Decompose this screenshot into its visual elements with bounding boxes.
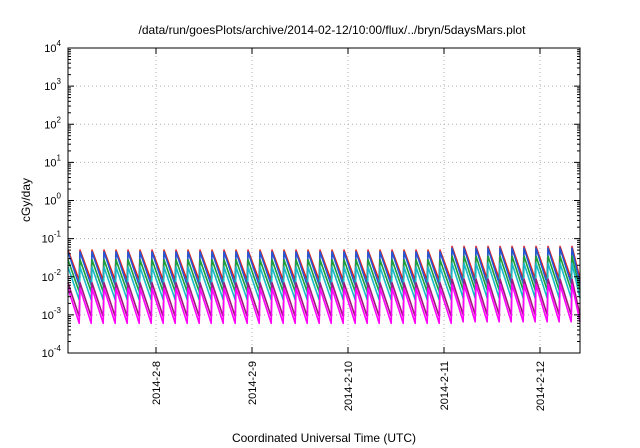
series-line-2 xyxy=(67,247,581,286)
x-tick-label: 2014-2-10 xyxy=(343,361,355,411)
y-tick-exponent: 2 xyxy=(57,115,62,124)
y-tick-exponent: -3 xyxy=(54,306,62,315)
x-tick-label: 2014-2-8 xyxy=(151,361,163,405)
y-tick-base: 10 xyxy=(42,310,54,322)
y-tick-exponent: -2 xyxy=(54,268,62,277)
y-tick-label: 10-1 xyxy=(42,230,62,246)
y-tick-base: 10 xyxy=(44,81,56,93)
y-tick-label: 10-3 xyxy=(42,306,62,322)
y-tick-exponent: 0 xyxy=(57,192,62,201)
x-axis: 2014-2-8 2014-2-9 2014-2-10 2014-2-11 2014-2… xyxy=(151,48,547,411)
x-tick-label: 2014-2-12 xyxy=(535,361,547,411)
series-line-6 xyxy=(67,283,581,325)
y-tick-label: 101 xyxy=(44,153,61,169)
y-tick-base: 10 xyxy=(42,234,54,246)
y-tick-exponent: 1 xyxy=(57,153,62,162)
series-line-5 xyxy=(67,278,581,318)
y-tick-base: 10 xyxy=(44,119,56,131)
y-tick-label: 103 xyxy=(44,77,61,93)
series-line-4 xyxy=(67,262,581,301)
y-tick-base: 10 xyxy=(42,272,54,284)
y-tick-exponent: -4 xyxy=(54,344,62,353)
y-tick-base: 10 xyxy=(44,157,56,169)
y-tick-base: 10 xyxy=(44,196,56,208)
y-tick-label: 100 xyxy=(44,192,61,208)
x-axis-label: Coordinated Universal Time (UTC) xyxy=(232,431,416,445)
y-tick-label: 104 xyxy=(44,39,61,55)
grid-lines xyxy=(68,48,580,353)
y-tick-label: 102 xyxy=(44,115,61,131)
y-tick-label: 10-4 xyxy=(42,344,62,360)
series-line-3 xyxy=(67,255,581,293)
y-tick-label: 10-2 xyxy=(42,268,62,284)
y-axis-label: cGy/day xyxy=(19,178,33,222)
y-tick-exponent: 3 xyxy=(57,77,62,86)
y-tick-exponent: 4 xyxy=(57,39,62,48)
series-lines xyxy=(67,245,581,325)
y-tick-base: 10 xyxy=(44,43,56,55)
x-tick-label: 2014-2-9 xyxy=(247,361,259,405)
y-tick-base: 10 xyxy=(42,348,54,360)
x-tick-label: 2014-2-11 xyxy=(439,361,451,410)
chart-title: /data/run/goesPlots/archive/2014-02-12/1… xyxy=(139,23,527,37)
y-tick-exponent: -1 xyxy=(54,230,62,239)
